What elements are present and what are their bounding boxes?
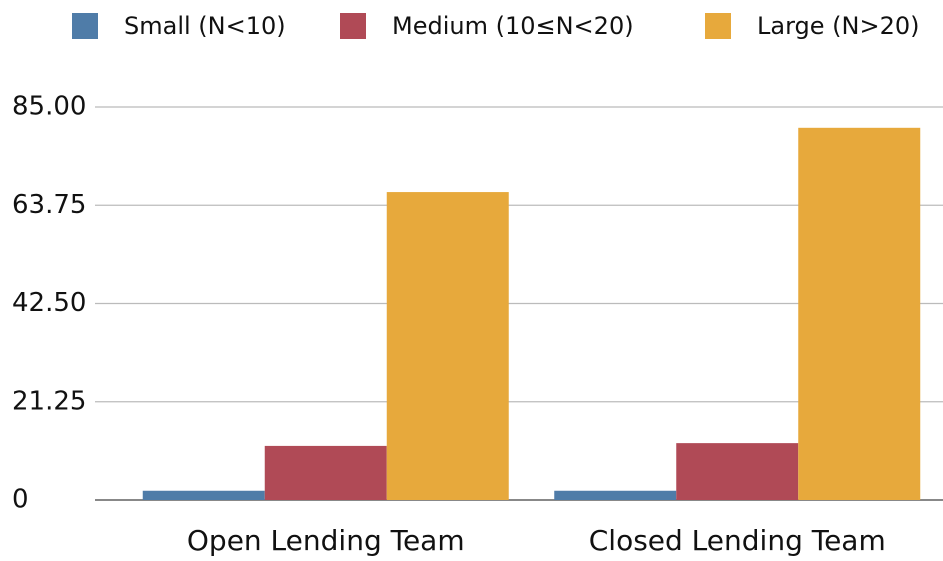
legend-swatch — [72, 13, 98, 39]
legend-label: Large (N>20) — [757, 12, 919, 40]
legend-label: Small (N<10) — [124, 12, 286, 40]
x-tick-label: Open Lending Team — [187, 524, 465, 557]
legend-swatch — [705, 13, 731, 39]
bar — [142, 490, 265, 500]
y-tick-label: 42.50 — [12, 288, 86, 318]
y-tick-label: 85.00 — [12, 92, 86, 122]
legend-label: Medium (10≤N<20) — [392, 12, 634, 40]
bar — [676, 443, 799, 500]
x-tick-label: Closed Lending Team — [589, 524, 886, 557]
bar — [554, 490, 677, 500]
bar — [264, 445, 387, 500]
y-tick-label: 21.25 — [12, 386, 86, 416]
bar — [798, 127, 921, 501]
legend-swatch — [340, 13, 366, 39]
y-tick-label: 0 — [12, 485, 29, 515]
bar — [386, 192, 509, 500]
y-tick-label: 63.75 — [12, 190, 86, 220]
